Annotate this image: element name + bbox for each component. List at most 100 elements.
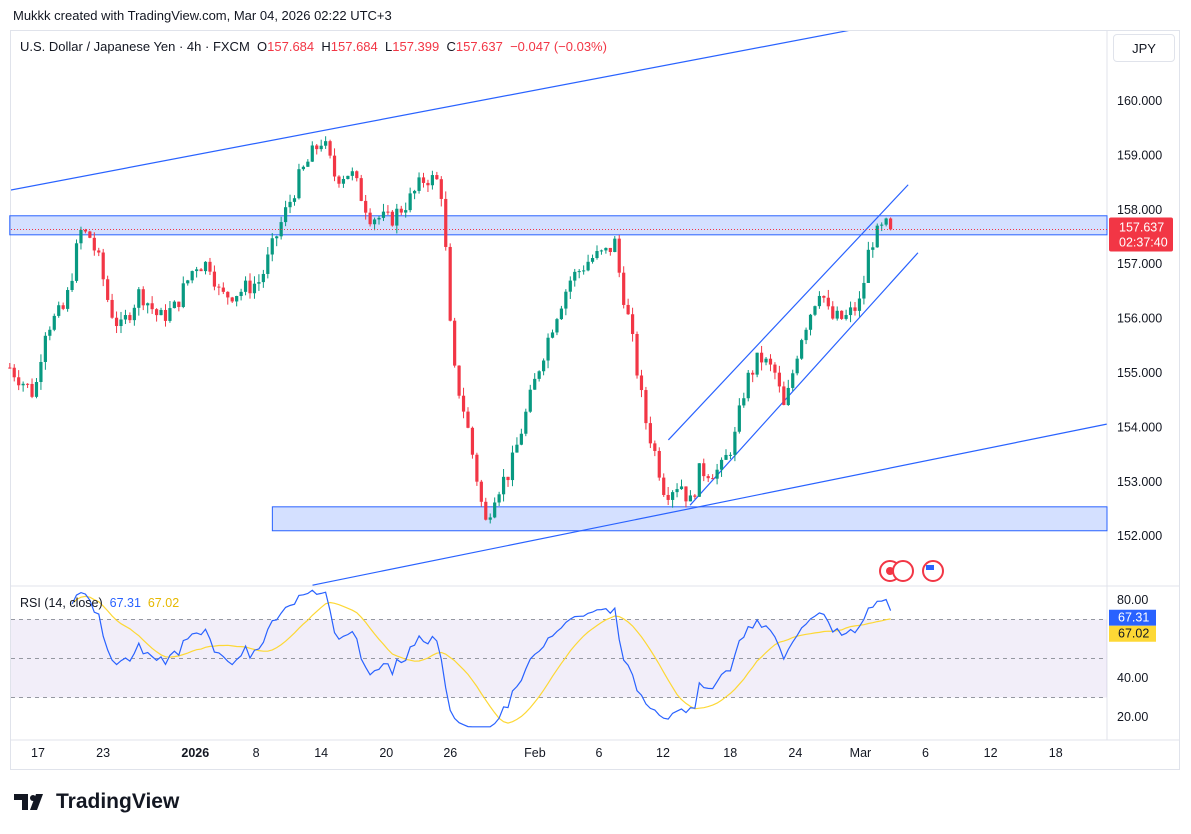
high-value: 157.684 [330, 39, 378, 54]
candle-body [257, 282, 261, 284]
candle-body [43, 335, 47, 362]
candle-body [728, 454, 733, 456]
candle-body [395, 208, 399, 226]
candle-body [671, 492, 675, 500]
candle-body [355, 171, 359, 179]
candle-body [195, 269, 199, 272]
candle-body [479, 481, 483, 502]
candle-body [773, 364, 777, 373]
candle-body [515, 444, 519, 453]
close-label: C [446, 39, 456, 54]
candle-body [871, 247, 875, 250]
candle-body [470, 427, 475, 455]
candle-body [408, 193, 412, 211]
currency-button[interactable]: JPY [1113, 34, 1175, 62]
candle-body [702, 463, 706, 477]
open-value: 157.684 [267, 39, 315, 54]
rsi-ma-badge [1109, 625, 1156, 642]
candle-body [888, 218, 893, 230]
candle-body [17, 377, 21, 386]
time-axis-label: Feb [524, 746, 546, 760]
symbol-legend: U.S. Dollar / Japanese Yen · 4h · FXCM O… [20, 39, 607, 54]
event-dot-icon [886, 567, 894, 575]
candle-body [497, 494, 501, 503]
candle-body [288, 201, 292, 208]
candle-body [595, 251, 599, 259]
price-axis-label: 156.000 [1117, 312, 1162, 326]
candle-body [417, 177, 421, 191]
candle-body [604, 247, 608, 251]
candle-body [617, 238, 621, 273]
candle-body [337, 176, 341, 184]
time-axis-label: 17 [31, 746, 45, 760]
candle-body [74, 243, 79, 281]
candle-body [372, 219, 377, 225]
candle-body [559, 308, 564, 320]
candle-body [310, 145, 314, 162]
candle-body [114, 317, 119, 327]
time-axis-label: 6 [922, 746, 929, 760]
candle-body [746, 372, 750, 399]
candle-body [426, 182, 430, 186]
candle-body [332, 155, 337, 177]
candle-body [506, 476, 510, 481]
candle-body [493, 502, 497, 518]
rsi-axis-label: 80.00 [1117, 593, 1148, 607]
candle-body [688, 495, 693, 502]
rsi-label: RSI (14, close) [20, 596, 103, 610]
countdown-label: 02:37:40 [1119, 236, 1168, 250]
candle-body [34, 382, 39, 397]
price-axis-label: 154.000 [1117, 420, 1162, 434]
candle-body [622, 272, 626, 305]
candle-body [8, 367, 12, 369]
candle-body [573, 271, 577, 281]
candle-body [275, 236, 279, 239]
candle-body [568, 280, 572, 292]
candle-body [835, 310, 839, 319]
candle-body [675, 489, 679, 493]
time-axis-label: 12 [656, 746, 670, 760]
candle-body [123, 315, 128, 320]
candle-body [141, 289, 145, 306]
candle-body [550, 332, 555, 338]
candle-body [662, 477, 666, 495]
candle-body [866, 249, 870, 283]
candle-body [453, 320, 457, 366]
price-axis-label: 158.000 [1117, 203, 1162, 217]
candle-body [83, 229, 88, 232]
candle-body [319, 145, 323, 150]
candle-body [230, 297, 234, 302]
candle-body [346, 175, 350, 179]
candle-body [626, 304, 630, 315]
candle-body [119, 319, 123, 327]
candle-body [190, 271, 194, 281]
candle-body [208, 261, 212, 272]
candle-body [235, 296, 239, 302]
candle-body [786, 387, 790, 405]
candle-body [52, 315, 56, 330]
candle-body [853, 307, 857, 311]
candle-body [800, 340, 804, 359]
candle-body [439, 179, 443, 199]
candle-body [239, 291, 243, 297]
candle-body [324, 141, 328, 146]
candle-body [461, 395, 466, 412]
change-value: −0.047 (−0.03%) [510, 39, 607, 54]
rsi-ma-line [71, 595, 891, 724]
candle-body [163, 309, 168, 321]
candle-body [70, 280, 74, 291]
candle-body [132, 307, 136, 321]
time-axis-label: 18 [723, 746, 737, 760]
chart-frame [10, 30, 1180, 770]
candle-body [404, 210, 408, 213]
us-flag-icon [922, 560, 944, 582]
candle-body [857, 298, 862, 311]
candle-body [435, 175, 439, 180]
candle-body [510, 452, 515, 481]
price-axis-label: 157.000 [1117, 257, 1162, 271]
candle-body [519, 433, 523, 445]
candle-body [390, 211, 394, 226]
candle-body [501, 476, 506, 495]
tradingview-logo[interactable]: TradingView [14, 790, 179, 814]
